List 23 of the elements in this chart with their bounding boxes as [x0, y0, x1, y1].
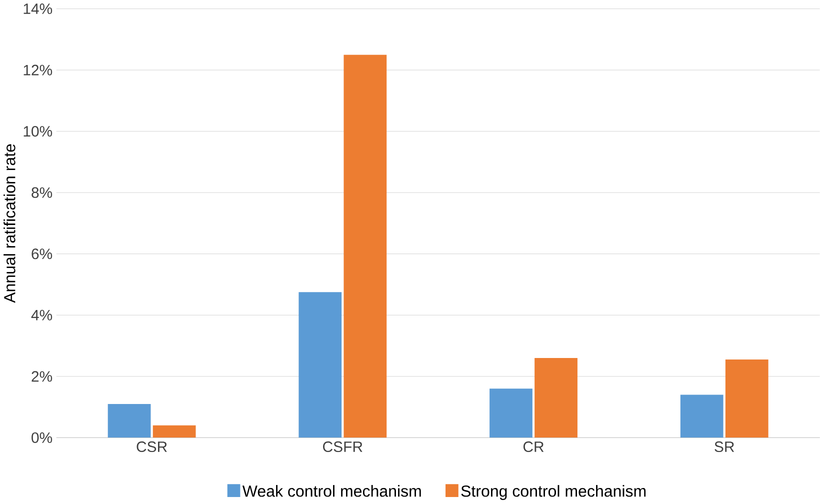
y-tick-label: 4%	[31, 310, 52, 321]
y-tick-label: 14%	[24, 4, 52, 14]
y-axis-title: Annual ratification rate	[4, 144, 16, 304]
x-tick-label: CSR	[136, 442, 167, 452]
bar	[680, 395, 724, 438]
y-tick-label: 12%	[24, 65, 52, 76]
y-tick-label: 2%	[32, 371, 52, 382]
x-tick-label: CSFR	[323, 442, 362, 452]
bar	[534, 358, 578, 438]
bar	[298, 292, 342, 438]
y-tick-label: 8%	[32, 188, 52, 198]
bar	[108, 404, 151, 438]
bar	[152, 426, 196, 438]
bar	[344, 54, 387, 438]
legend-label: Weak control mechanism	[242, 485, 421, 498]
y-tick-label: 0%	[32, 432, 52, 444]
x-tick-label: CR	[523, 442, 544, 452]
bar	[490, 388, 532, 438]
legend-label: Strong control mechanism	[461, 485, 646, 500]
y-tick-label: 10%	[24, 126, 52, 137]
x-tick-label: SR	[714, 442, 734, 452]
bar	[725, 360, 768, 438]
y-tick-label: 6%	[32, 248, 52, 260]
